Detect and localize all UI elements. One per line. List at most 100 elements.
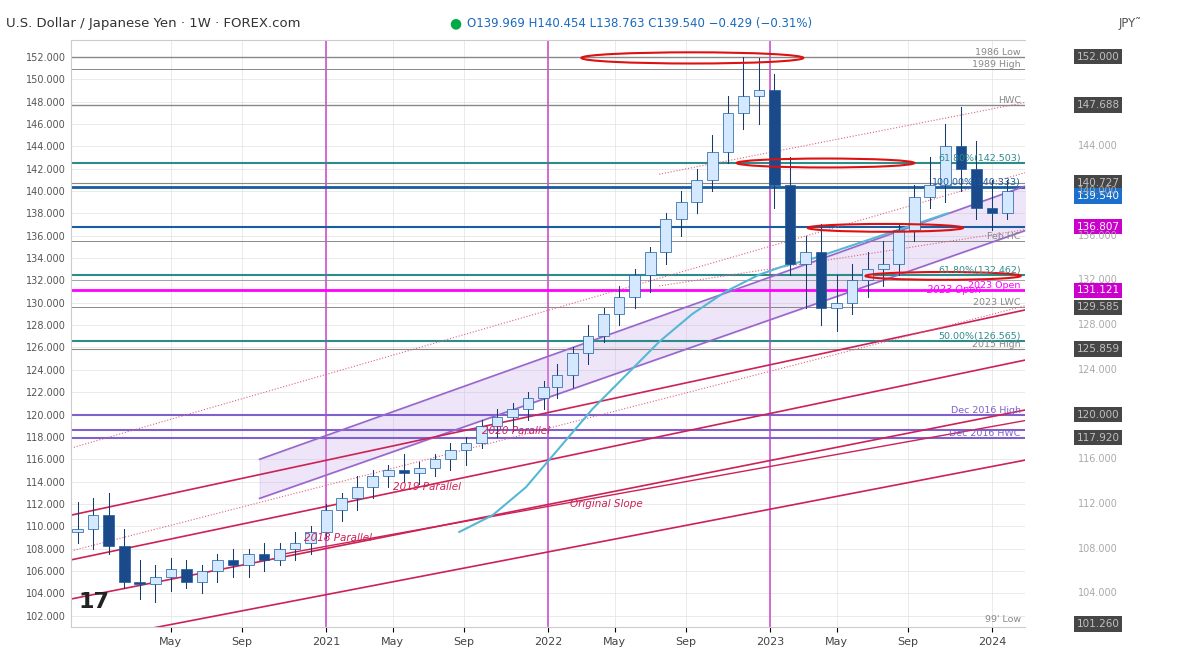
- Bar: [614, 297, 625, 314]
- Bar: [227, 560, 238, 566]
- Bar: [508, 409, 518, 417]
- Text: 139.540: 139.540: [1077, 191, 1119, 201]
- Bar: [103, 515, 114, 546]
- Bar: [274, 549, 285, 560]
- Bar: [800, 252, 810, 263]
- Text: 125.859: 125.859: [1077, 344, 1120, 354]
- Bar: [259, 554, 270, 560]
- Bar: [321, 510, 331, 532]
- Text: 2015 High: 2015 High: [972, 340, 1021, 349]
- Bar: [290, 543, 300, 549]
- Bar: [181, 569, 192, 582]
- Bar: [383, 470, 394, 476]
- Bar: [769, 90, 780, 185]
- Text: 117.920: 117.920: [1077, 433, 1119, 443]
- Bar: [551, 376, 562, 387]
- Bar: [460, 442, 471, 450]
- Bar: [878, 263, 888, 269]
- Text: 1989 High: 1989 High: [972, 61, 1021, 69]
- Bar: [924, 185, 935, 197]
- Text: ●: ●: [450, 17, 461, 31]
- Text: 100.00%(140.333): 100.00%(140.333): [932, 178, 1021, 187]
- Text: 131.121: 131.121: [1077, 285, 1120, 295]
- Bar: [723, 113, 733, 152]
- Bar: [675, 202, 686, 219]
- Text: 2018 Parallel: 2018 Parallel: [304, 532, 371, 542]
- Text: U.S. Dollar / Japanese Yen · 1W · FOREX.com: U.S. Dollar / Japanese Yen · 1W · FOREX.…: [6, 17, 300, 29]
- Bar: [629, 275, 640, 297]
- Text: 129.585: 129.585: [1077, 302, 1120, 312]
- Text: 136.807: 136.807: [1077, 221, 1119, 231]
- Text: 132.000: 132.000: [1078, 275, 1118, 285]
- Text: O139.969 H140.454 L138.763 C139.540 −0.429 (−0.31%): O139.969 H140.454 L138.763 C139.540 −0.4…: [467, 17, 813, 29]
- Text: 112.000: 112.000: [1078, 499, 1118, 509]
- Text: 124.000: 124.000: [1078, 365, 1118, 375]
- Text: 2023 LWC: 2023 LWC: [974, 298, 1021, 307]
- Text: 128.000: 128.000: [1078, 320, 1118, 330]
- Bar: [909, 197, 919, 230]
- Text: 50.00%(126.565): 50.00%(126.565): [938, 332, 1021, 341]
- Text: 2023 Open: 2023 Open: [969, 281, 1021, 290]
- Bar: [691, 180, 703, 202]
- Text: 17: 17: [78, 592, 110, 612]
- Text: 2020 Parallel: 2020 Parallel: [481, 426, 550, 436]
- Bar: [351, 487, 362, 498]
- Bar: [445, 450, 455, 460]
- Text: Feb HC: Feb HC: [988, 232, 1021, 241]
- Text: 147.688: 147.688: [1077, 100, 1120, 110]
- Bar: [492, 417, 503, 426]
- Bar: [816, 252, 827, 308]
- Bar: [414, 468, 425, 473]
- Bar: [88, 515, 98, 528]
- Text: 1986 Low: 1986 Low: [975, 48, 1021, 57]
- Text: 61.80%(132.462): 61.80%(132.462): [938, 266, 1021, 275]
- Bar: [784, 185, 795, 263]
- Bar: [368, 476, 379, 487]
- Bar: [150, 577, 161, 584]
- Bar: [847, 280, 858, 303]
- Bar: [660, 219, 671, 252]
- Bar: [429, 460, 440, 468]
- Bar: [305, 532, 316, 543]
- Bar: [645, 252, 655, 275]
- Text: Original Slope: Original Slope: [570, 499, 644, 509]
- Bar: [832, 303, 842, 308]
- Text: Dec 2016 High: Dec 2016 High: [951, 406, 1021, 415]
- Text: JPY˜: JPY˜: [1118, 17, 1142, 29]
- Bar: [336, 498, 347, 510]
- Bar: [119, 546, 130, 582]
- Bar: [212, 560, 222, 571]
- Bar: [477, 426, 487, 442]
- Text: 140.727: 140.727: [1077, 178, 1119, 188]
- Bar: [987, 207, 997, 213]
- Text: 61.80%(142.503): 61.80%(142.503): [938, 154, 1021, 163]
- Bar: [1002, 191, 1013, 213]
- Text: 104.000: 104.000: [1079, 588, 1118, 598]
- Bar: [599, 314, 609, 336]
- Bar: [862, 269, 873, 280]
- Bar: [567, 353, 577, 376]
- Bar: [754, 90, 764, 96]
- Bar: [399, 470, 409, 473]
- Bar: [893, 230, 904, 263]
- Text: 116.000: 116.000: [1079, 454, 1118, 464]
- Bar: [971, 169, 982, 207]
- Bar: [166, 569, 176, 577]
- Bar: [940, 146, 951, 185]
- Text: 99' Low: 99' Low: [984, 615, 1021, 624]
- Text: 152.000: 152.000: [1077, 52, 1119, 62]
- Bar: [523, 398, 534, 409]
- Bar: [538, 387, 549, 398]
- Text: HWC: HWC: [997, 96, 1021, 105]
- Bar: [72, 528, 83, 532]
- Text: 144.000: 144.000: [1079, 141, 1118, 151]
- Bar: [244, 554, 254, 566]
- Bar: [196, 571, 207, 582]
- Text: 108.000: 108.000: [1079, 544, 1118, 554]
- Text: 101.260: 101.260: [1077, 619, 1119, 629]
- Bar: [956, 146, 967, 169]
- Text: 120.000: 120.000: [1077, 410, 1119, 420]
- Text: Dec 2016 HWC: Dec 2016 HWC: [950, 429, 1021, 438]
- Bar: [135, 582, 146, 584]
- Bar: [707, 152, 718, 180]
